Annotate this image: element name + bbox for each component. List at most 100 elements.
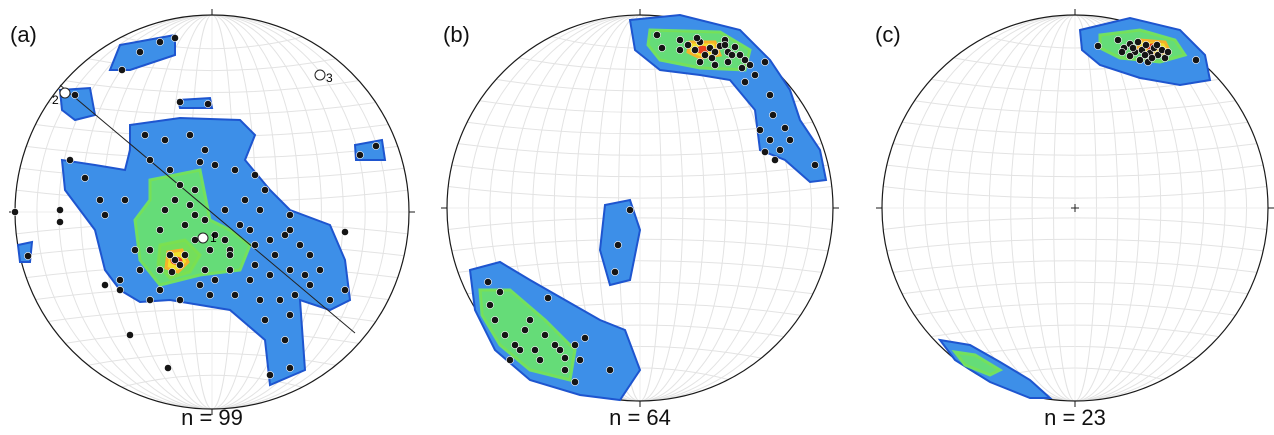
panel-c-count: n = 23 <box>1044 405 1106 430</box>
pole-point <box>231 291 239 299</box>
pole-point <box>161 136 169 144</box>
pole-point <box>236 221 244 229</box>
density-contour-high <box>955 352 1000 375</box>
eigenvector-point-2 <box>59 87 71 99</box>
pole-point <box>306 251 314 259</box>
pole-point <box>256 206 264 214</box>
pole-point <box>206 246 214 254</box>
pole-point <box>156 286 164 294</box>
pole-point <box>531 346 539 354</box>
pole-point <box>711 61 719 69</box>
pole-point <box>261 316 269 324</box>
pole-point <box>676 46 684 54</box>
pole-point <box>771 156 779 164</box>
pole-point <box>551 341 559 349</box>
pole-point <box>658 44 666 52</box>
density-contour-edge <box>937 338 1053 399</box>
pole-point <box>1136 56 1144 64</box>
pole-point <box>166 251 174 259</box>
pole-point <box>341 228 349 236</box>
pole-point <box>676 36 684 44</box>
pole-point <box>71 91 79 99</box>
pole-point <box>526 316 534 324</box>
density-contour-edge <box>628 13 828 184</box>
pole-point <box>156 266 164 274</box>
panel-c-letter: (c) <box>875 22 901 47</box>
panel-b-stereonet <box>441 9 839 407</box>
pole-point <box>581 334 589 342</box>
pole-point <box>1094 42 1102 50</box>
pole-point <box>626 206 634 214</box>
density-contour-edge <box>1078 16 1212 87</box>
pole-point <box>206 291 214 299</box>
density-contour-edge <box>108 33 176 71</box>
pole-point <box>766 91 774 99</box>
pole-point <box>226 251 234 259</box>
pole-point <box>166 166 174 174</box>
pole-point <box>741 56 749 64</box>
pole-point <box>291 291 299 299</box>
pole-point <box>211 231 219 239</box>
pole-point <box>611 268 619 276</box>
pole-point <box>301 271 309 279</box>
pole-point <box>766 136 774 144</box>
pole-point <box>576 356 584 364</box>
pole-point <box>211 276 219 284</box>
pole-point <box>116 276 124 284</box>
pole-point <box>251 241 259 249</box>
pole-point <box>281 231 289 239</box>
pole-point <box>756 126 764 134</box>
pole-point <box>176 296 184 304</box>
pole-point <box>511 341 519 349</box>
panel-a-letter: (a) <box>10 22 37 47</box>
pole-point <box>516 346 524 354</box>
pole-point <box>316 266 324 274</box>
pole-point <box>1141 51 1149 59</box>
pole-point <box>131 246 139 254</box>
pole-point <box>201 146 209 154</box>
pole-point <box>126 331 134 339</box>
point-label-3: 3 <box>326 71 333 85</box>
pole-point <box>146 156 154 164</box>
pole-point <box>736 51 744 59</box>
pole-point <box>286 266 294 274</box>
pole-point <box>266 371 274 379</box>
pole-point <box>176 261 184 269</box>
pole-point <box>191 211 199 219</box>
pole-point <box>521 326 529 334</box>
pole-point <box>1126 52 1134 60</box>
pole-point <box>181 251 189 259</box>
pole-point <box>176 98 184 106</box>
center-cross-icon <box>1071 204 1079 212</box>
point-label-1: 1 <box>210 231 217 245</box>
pole-point <box>96 196 104 204</box>
pole-point <box>326 296 334 304</box>
pole-point <box>171 196 179 204</box>
pole-point <box>1118 48 1126 56</box>
pole-point <box>246 226 254 234</box>
density-contour-edge <box>468 260 642 402</box>
pole-point <box>506 356 514 364</box>
pole-point <box>1134 38 1142 46</box>
pole-point <box>211 161 219 169</box>
pole-point <box>544 294 552 302</box>
pole-point <box>693 34 701 42</box>
pole-point <box>684 41 692 49</box>
pole-point <box>276 296 284 304</box>
pole-point <box>271 251 279 259</box>
pole-point <box>164 364 172 372</box>
pole-point <box>728 51 736 59</box>
pole-point <box>1192 56 1200 64</box>
panel-a-count: n = 99 <box>181 405 243 430</box>
pole-point <box>496 288 504 296</box>
pole-point <box>1148 54 1156 62</box>
pole-point <box>556 346 564 354</box>
pole-point <box>266 271 274 279</box>
pole-point <box>1142 41 1150 49</box>
panel-a-stereonet: 2 3 1 <box>9 9 415 415</box>
pole-point <box>786 136 794 144</box>
density-contour-high <box>480 290 575 380</box>
pole-point <box>1129 44 1137 52</box>
pole-point <box>491 316 499 324</box>
pole-point <box>116 286 124 294</box>
